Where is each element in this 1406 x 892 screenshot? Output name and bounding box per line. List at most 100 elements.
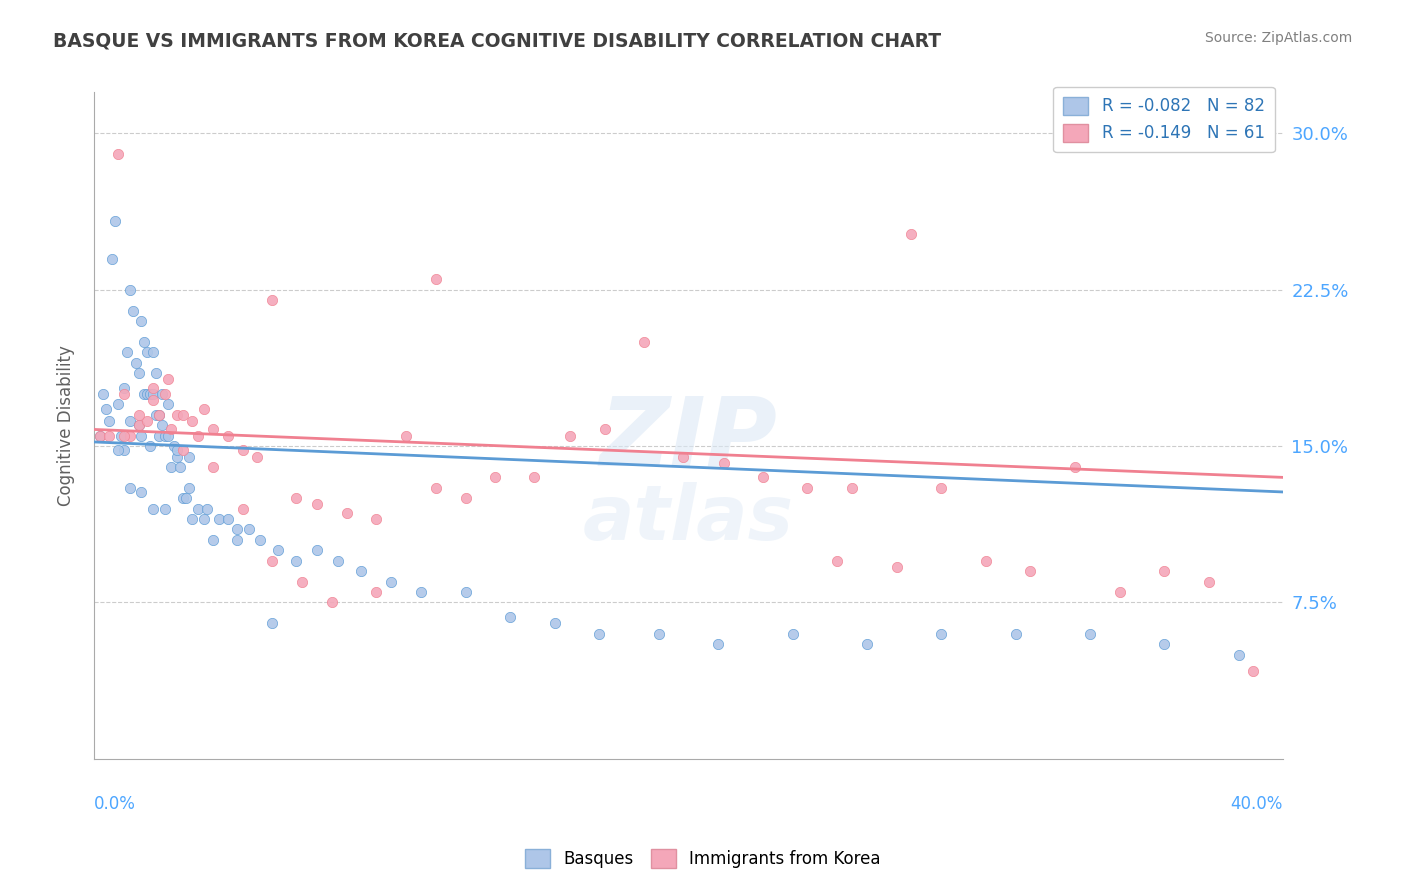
Point <box>262 616 284 631</box>
Point <box>232 443 254 458</box>
Point <box>707 637 730 651</box>
Point <box>107 397 129 411</box>
Point <box>121 303 143 318</box>
Point <box>118 414 141 428</box>
Text: Source: ZipAtlas.com: Source: ZipAtlas.com <box>1205 31 1353 45</box>
Point <box>454 585 477 599</box>
Point <box>588 626 610 640</box>
Point <box>217 512 239 526</box>
Point <box>124 356 146 370</box>
Point <box>118 428 141 442</box>
Point <box>142 387 165 401</box>
Point <box>107 147 129 161</box>
Point <box>305 498 328 512</box>
Point <box>201 460 224 475</box>
Point <box>593 422 616 436</box>
Text: BASQUE VS IMMIGRANTS FROM KOREA COGNITIVE DISABILITY CORRELATION CHART: BASQUE VS IMMIGRANTS FROM KOREA COGNITIV… <box>53 31 942 50</box>
Y-axis label: Cognitive Disability: Cognitive Disability <box>58 345 75 506</box>
Point <box>1078 626 1101 640</box>
Point <box>350 564 373 578</box>
Point <box>145 366 167 380</box>
Point <box>110 428 132 442</box>
Point <box>208 512 231 526</box>
Point <box>1064 460 1087 475</box>
Point <box>177 481 200 495</box>
Point <box>366 512 388 526</box>
Point <box>166 443 188 458</box>
Point <box>128 366 150 380</box>
Point <box>157 372 180 386</box>
Point <box>217 428 239 442</box>
Point <box>148 408 170 422</box>
Point <box>225 533 247 547</box>
Point <box>150 418 173 433</box>
Point <box>118 283 141 297</box>
Point <box>181 512 204 526</box>
Point <box>145 408 167 422</box>
Point <box>97 428 120 442</box>
Point <box>195 501 218 516</box>
Point <box>157 397 180 411</box>
Point <box>104 214 127 228</box>
Point <box>900 227 922 241</box>
Point <box>181 414 204 428</box>
Point <box>139 387 162 401</box>
Point <box>974 554 997 568</box>
Point <box>425 272 447 286</box>
Point <box>1198 574 1220 589</box>
Point <box>262 554 284 568</box>
Point <box>136 414 159 428</box>
Point <box>380 574 402 589</box>
Point <box>142 381 165 395</box>
Point <box>131 485 153 500</box>
Point <box>134 387 156 401</box>
Point <box>395 428 418 442</box>
Point <box>285 491 308 506</box>
Text: 40.0%: 40.0% <box>1230 796 1284 814</box>
Legend: Basques, Immigrants from Korea: Basques, Immigrants from Korea <box>519 843 887 875</box>
Point <box>752 470 775 484</box>
Legend: R = -0.082   N = 82, R = -0.149   N = 61: R = -0.082 N = 82, R = -0.149 N = 61 <box>1053 87 1275 153</box>
Point <box>1153 637 1175 651</box>
Point <box>225 523 247 537</box>
Point <box>131 428 153 442</box>
Point <box>118 481 141 495</box>
Point <box>157 428 180 442</box>
Point <box>94 401 117 416</box>
Point <box>713 456 735 470</box>
Point <box>484 470 506 484</box>
Point <box>148 408 170 422</box>
Point <box>128 408 150 422</box>
Point <box>166 450 188 464</box>
Point <box>89 428 111 442</box>
Point <box>305 543 328 558</box>
Point <box>187 501 209 516</box>
Point <box>142 393 165 408</box>
Point <box>267 543 290 558</box>
Point <box>112 381 135 395</box>
Point <box>148 428 170 442</box>
Point <box>366 585 388 599</box>
Point <box>131 314 153 328</box>
Point <box>232 501 254 516</box>
Point <box>172 443 194 458</box>
Point <box>425 481 447 495</box>
Point <box>89 428 111 442</box>
Point <box>336 506 359 520</box>
Point <box>155 428 177 442</box>
Point <box>648 626 671 640</box>
Point <box>929 481 952 495</box>
Point <box>112 428 135 442</box>
Point <box>163 439 186 453</box>
Point <box>91 387 114 401</box>
Point <box>150 387 173 401</box>
Point <box>155 387 177 401</box>
Point <box>1153 564 1175 578</box>
Point <box>326 554 349 568</box>
Point <box>454 491 477 506</box>
Point <box>134 334 156 349</box>
Point <box>142 345 165 359</box>
Point <box>107 443 129 458</box>
Point <box>128 418 150 433</box>
Point <box>1227 648 1250 662</box>
